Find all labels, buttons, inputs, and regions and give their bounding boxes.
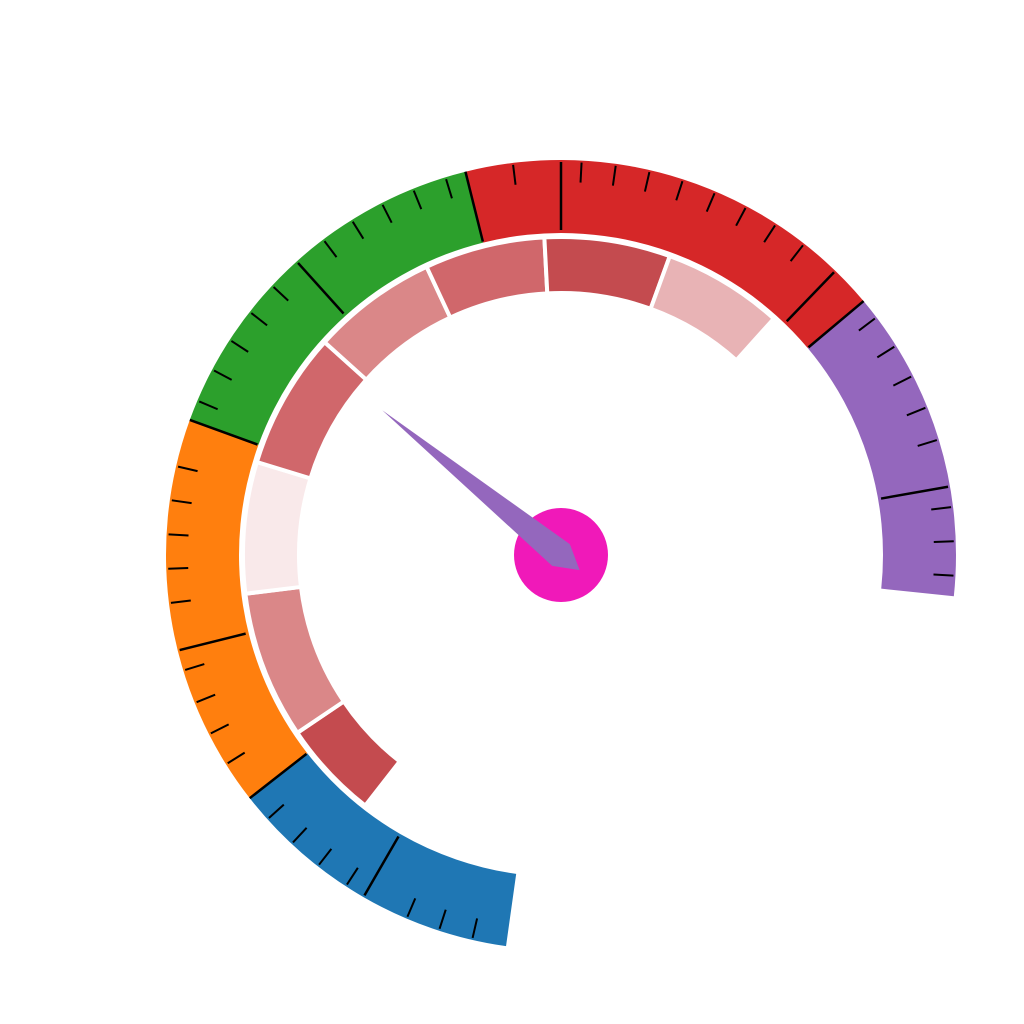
band-boundary-tick-2 <box>189 418 258 446</box>
inner-segment-7 <box>542 235 673 312</box>
major-tick-6 <box>880 485 949 500</box>
minor-tick-40 <box>917 439 938 447</box>
minor-tick-25 <box>412 190 423 210</box>
minor-tick-3 <box>406 897 417 918</box>
gauge-band-5 <box>807 301 956 597</box>
minor-tick-38 <box>892 375 912 387</box>
minor-tick-42 <box>933 540 954 543</box>
minor-tick-1 <box>471 918 479 939</box>
gauge-band-4 <box>465 160 864 349</box>
minor-tick-4 <box>346 867 359 886</box>
minor-tick-8 <box>227 751 246 765</box>
minor-tick-16 <box>177 465 198 473</box>
minor-tick-17 <box>198 400 219 411</box>
gauge-band-1 <box>249 753 517 947</box>
minor-tick-31 <box>675 180 684 201</box>
minor-tick-43 <box>933 573 954 577</box>
minor-tick-22 <box>323 240 338 258</box>
minor-tick-14 <box>168 533 189 537</box>
outer-band-ring <box>165 160 956 947</box>
minor-tick-2 <box>438 909 447 930</box>
minor-tick-18 <box>213 369 233 381</box>
minor-tick-23 <box>351 221 365 240</box>
inner-segment-3 <box>241 459 313 596</box>
minor-tick-36 <box>858 317 876 332</box>
major-tick-5 <box>785 271 835 323</box>
minor-tick-10 <box>196 693 216 704</box>
minor-tick-41 <box>931 506 952 511</box>
minor-tick-15 <box>171 499 192 505</box>
minor-tick-9 <box>210 723 230 735</box>
minor-tick-33 <box>735 207 747 227</box>
minor-tick-28 <box>579 162 583 183</box>
major-tick-1 <box>363 835 400 896</box>
minor-tick-7 <box>268 803 285 819</box>
minor-tick-32 <box>705 192 716 213</box>
gauge-band-3 <box>189 171 484 445</box>
major-tick-2 <box>179 632 246 652</box>
inner-segment-8 <box>648 253 777 364</box>
band-boundary-tick-1 <box>248 752 308 800</box>
minor-tick-26 <box>445 178 453 199</box>
inner-segment-ring <box>241 235 777 809</box>
minor-tick-11 <box>184 663 205 671</box>
minor-tick-27 <box>512 164 517 185</box>
band-boundary-tick-3 <box>464 171 485 242</box>
minor-tick-30 <box>643 171 651 192</box>
minor-tick-21 <box>272 286 289 302</box>
gauge-needle <box>382 410 580 571</box>
minor-tick-34 <box>763 224 776 243</box>
minor-tick-20 <box>250 312 268 327</box>
minor-tick-13 <box>168 567 189 570</box>
minor-tick-12 <box>170 599 191 604</box>
gauge-needle-group <box>382 410 608 602</box>
major-tick-3 <box>297 262 345 315</box>
minor-tick-24 <box>381 204 393 224</box>
gauge-band-2 <box>165 419 308 799</box>
tick-marks <box>168 162 954 939</box>
minor-tick-29 <box>611 165 617 186</box>
minor-tick-37 <box>876 345 895 359</box>
minor-tick-39 <box>906 406 926 417</box>
minor-tick-6 <box>292 827 308 844</box>
band-boundary-tick-4 <box>807 300 865 349</box>
minor-tick-35 <box>789 244 804 262</box>
minor-tick-19 <box>230 340 249 353</box>
minor-tick-5 <box>318 848 333 866</box>
